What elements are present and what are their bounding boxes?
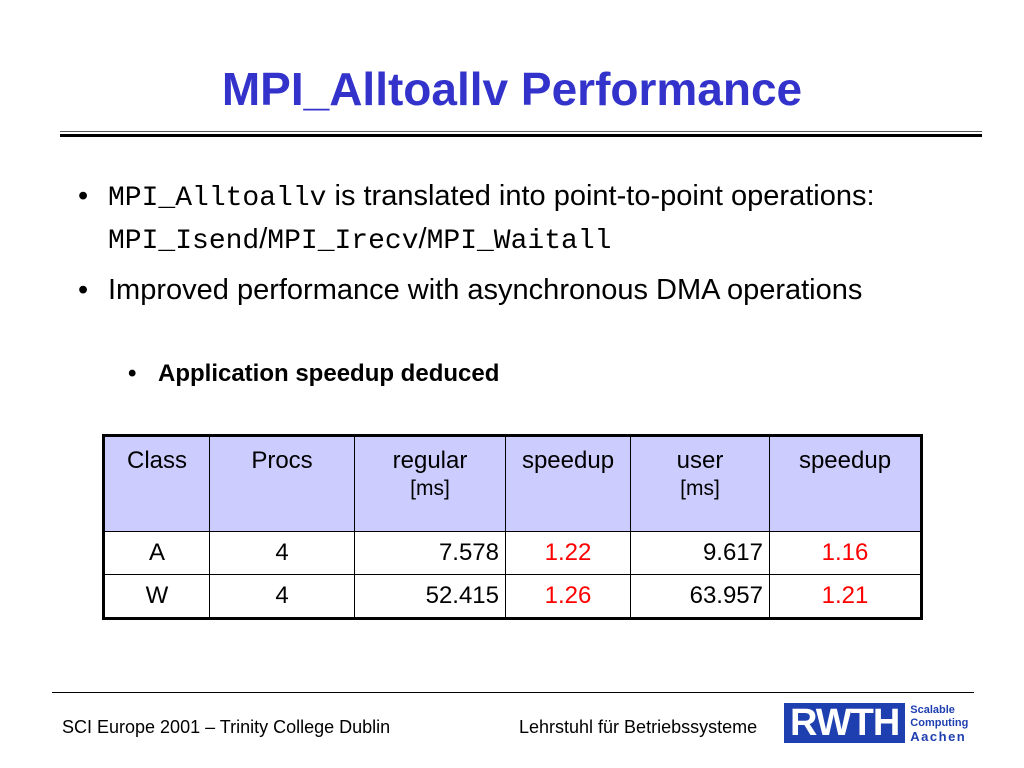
cell-procs: 4 <box>209 574 355 619</box>
header-speedup-user: speedup <box>769 435 922 532</box>
title-rule-thick <box>60 134 982 137</box>
header-procs: Procs <box>209 435 355 532</box>
cell-procs: 4 <box>209 531 355 575</box>
sub-bullet-icon: • <box>128 360 137 387</box>
cell-speedup-regular: 1.26 <box>505 574 631 619</box>
cell-class: W <box>103 574 210 619</box>
bullet-item-performance: • Improved performance with asynchronous… <box>78 270 978 310</box>
cell-user: 9.617 <box>630 531 770 575</box>
slash-separator: / <box>418 223 427 255</box>
sub-bullet-speedup: • Application speedup deduced <box>128 356 499 392</box>
footer-rule <box>52 692 974 693</box>
header-speedup-regular: speedup <box>505 435 631 532</box>
code-mpi-waitall: MPI_Waitall <box>426 226 612 257</box>
bullet-text: Improved performance with asynchronous D… <box>108 274 863 306</box>
sub-bullet-text: Application speedup deduced <box>158 360 500 387</box>
cell-speedup-regular: 1.22 <box>505 531 631 575</box>
slash-separator: / <box>259 223 268 255</box>
bullet-icon: • <box>78 274 89 306</box>
code-mpi-isend: MPI_Isend <box>108 226 260 257</box>
cell-regular: 7.578 <box>354 531 506 575</box>
bullet-list: • MPI_Alltoallv is translated into point… <box>78 176 978 318</box>
code-mpi-alltoallv: MPI_Alltoallv <box>108 183 327 214</box>
slide-title: MPI_Alltoallv Performance <box>221 63 803 115</box>
logo-line-computing: Computing <box>910 716 969 729</box>
cell-user: 63.957 <box>630 574 770 619</box>
title-rule-thin <box>60 131 982 132</box>
performance-table: Class Procs regular [ms] speedup user [ms]… <box>102 434 923 620</box>
cell-regular: 52.415 <box>354 574 506 619</box>
header-regular: regular [ms] <box>354 435 506 532</box>
rwth-logo: RWTH Scalable Computing Aachen <box>784 700 968 746</box>
bullet-item-translation: • MPI_Alltoallv is translated into point… <box>78 176 978 262</box>
header-user: user [ms] <box>630 435 770 532</box>
table-row: W 4 52.415 1.26 63.957 1.21 <box>103 574 922 619</box>
bullet-text: is translated into point-to-point operat… <box>326 180 875 212</box>
table-header-row: Class Procs regular [ms] speedup user [ms]… <box>103 435 922 532</box>
code-mpi-irecv: MPI_Irecv <box>267 226 419 257</box>
cell-class: A <box>103 531 210 575</box>
logo-line-scalable: Scalable <box>910 703 955 716</box>
logo-wordmark: RWTH <box>784 703 906 743</box>
logo-subtitle: Scalable Computing Aachen <box>910 704 968 743</box>
bullet-icon: • <box>78 180 89 212</box>
header-class: Class <box>103 435 210 532</box>
logo-line-aachen: Aachen <box>910 728 967 744</box>
footer-conference: SCI Europe 2001 – Trinity College Dublin <box>62 717 391 737</box>
footer-department: Lehrstuhl für Betriebssysteme <box>519 717 758 737</box>
cell-speedup-user: 1.21 <box>769 574 922 619</box>
table-row: A 4 7.578 1.22 9.617 1.16 <box>103 531 922 575</box>
cell-speedup-user: 1.16 <box>769 531 922 575</box>
